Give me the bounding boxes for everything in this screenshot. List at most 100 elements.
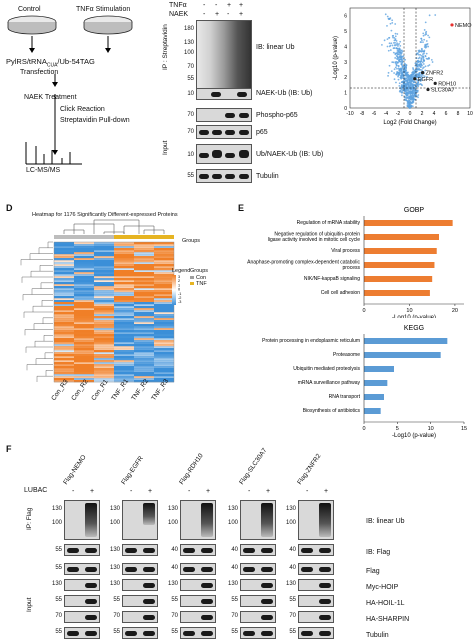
volcano-point — [425, 57, 428, 60]
blot-f — [240, 500, 276, 540]
heatmap-cell — [94, 352, 114, 355]
heatmap-cell — [94, 338, 114, 341]
pulldown-label: Streptavidin Pull-down — [60, 117, 130, 124]
linear-ub-smear — [85, 503, 97, 537]
heatmap-cell — [54, 352, 74, 355]
volcano-point — [398, 59, 400, 62]
bar-category-label: Anaphase-promoting complex-dependent cat… — [247, 259, 360, 265]
marker-f-input: 70 — [55, 613, 62, 619]
heatmap-cell — [94, 286, 114, 289]
volcano-point — [414, 68, 417, 71]
blot-f — [64, 500, 100, 540]
volcano-point — [408, 90, 411, 93]
bar-category-label: Cell cell adhesion — [321, 290, 360, 296]
heatmap-cell — [134, 290, 154, 293]
volcano-point — [412, 95, 415, 98]
linear-ub-smear — [201, 503, 213, 537]
volcano-point — [400, 85, 403, 88]
volcano-point — [406, 92, 409, 95]
heatmap-cell — [74, 262, 94, 265]
volcano-point — [400, 58, 403, 61]
heatmap-cell — [154, 262, 174, 265]
heatmap-cell — [114, 258, 134, 261]
construct-label: Flag-SLC30A7 — [238, 447, 269, 486]
heatmap-cell — [154, 312, 174, 315]
heatmap-cell — [154, 252, 174, 255]
volcano-point — [407, 71, 409, 74]
volcano-point — [396, 51, 399, 54]
heatmap-cell — [134, 374, 154, 377]
blot-band — [143, 583, 155, 588]
heatmap-cell — [74, 252, 94, 255]
heatmap-cell — [154, 276, 174, 279]
bar-tick-label: 20 — [452, 308, 458, 314]
heatmap-cell — [134, 364, 154, 367]
heatmap-cell — [74, 278, 94, 281]
volcano-ytick: 3 — [344, 60, 347, 66]
bar — [364, 290, 430, 296]
volcano-point — [424, 55, 427, 58]
heatmap-cell — [94, 292, 114, 295]
volcano-point — [413, 70, 416, 72]
lcms-label: LC-MS/MS — [26, 167, 61, 174]
heatmap-cell — [54, 306, 74, 309]
volcano-point — [396, 55, 399, 58]
blot-f — [180, 500, 216, 540]
row-dendrogram — [26, 364, 53, 371]
heatmap-cell — [134, 338, 154, 341]
heatmap-cell — [114, 324, 134, 327]
heatmap-cell — [74, 364, 94, 367]
heatmap-cell — [54, 298, 74, 301]
heatmap-cell — [74, 274, 94, 277]
heatmap-cell — [134, 272, 154, 275]
heatmap-cell — [154, 374, 174, 377]
heatmap-cell — [154, 306, 174, 309]
heatmap-cell — [94, 362, 114, 365]
heatmap-cell — [114, 268, 134, 271]
volcano-point — [430, 58, 433, 61]
volcano-point — [397, 74, 400, 77]
volcano-point — [406, 96, 409, 99]
heatmap-cell — [114, 288, 134, 291]
heatmap-cell — [54, 368, 74, 371]
ib-linear-ub-f: IB: linear Ub — [366, 518, 405, 525]
volcano-xtick: 8 — [457, 111, 460, 117]
legend-colorbar — [172, 275, 176, 305]
blot-band — [301, 567, 313, 572]
volcano-point — [418, 83, 420, 86]
blot-f — [180, 563, 216, 575]
volcano-point — [405, 65, 408, 67]
bar — [364, 234, 439, 240]
bar-category-label: Regulation of mRNA stability — [297, 220, 361, 226]
volcano-point — [389, 17, 392, 20]
volcano-ytick: 2 — [344, 75, 347, 81]
blot-band — [261, 615, 273, 620]
volcano-point — [394, 52, 397, 55]
heatmap-cell — [134, 242, 154, 245]
marker-f-input: 70 — [113, 613, 120, 619]
blot-band — [319, 615, 331, 620]
heatmap-cell — [54, 380, 74, 383]
blot-f — [240, 595, 276, 607]
ms-spectrum-icon — [25, 142, 82, 165]
row-dendrogram — [22, 294, 53, 301]
heatmap-cell — [134, 372, 154, 375]
marker-f-flag: 55 — [55, 547, 62, 553]
heatmap-cell — [54, 292, 74, 295]
heatmap-cell — [74, 330, 94, 333]
volcano-point — [401, 91, 403, 94]
marker-f-input: 130 — [227, 581, 238, 587]
blot-f — [122, 627, 158, 639]
legend-tnf-swatch — [190, 282, 194, 285]
volcano-point — [396, 50, 399, 52]
marker-f-input: 70 — [171, 613, 178, 619]
volcano-point — [394, 35, 397, 38]
volcano-point — [387, 74, 389, 77]
heatmap-cell — [54, 270, 74, 273]
heatmap-cell — [114, 252, 134, 255]
blot-band — [301, 548, 313, 553]
blot-f — [122, 611, 158, 623]
volcano-point — [399, 51, 402, 54]
volcano-point — [392, 34, 395, 37]
blot-band — [201, 583, 213, 588]
